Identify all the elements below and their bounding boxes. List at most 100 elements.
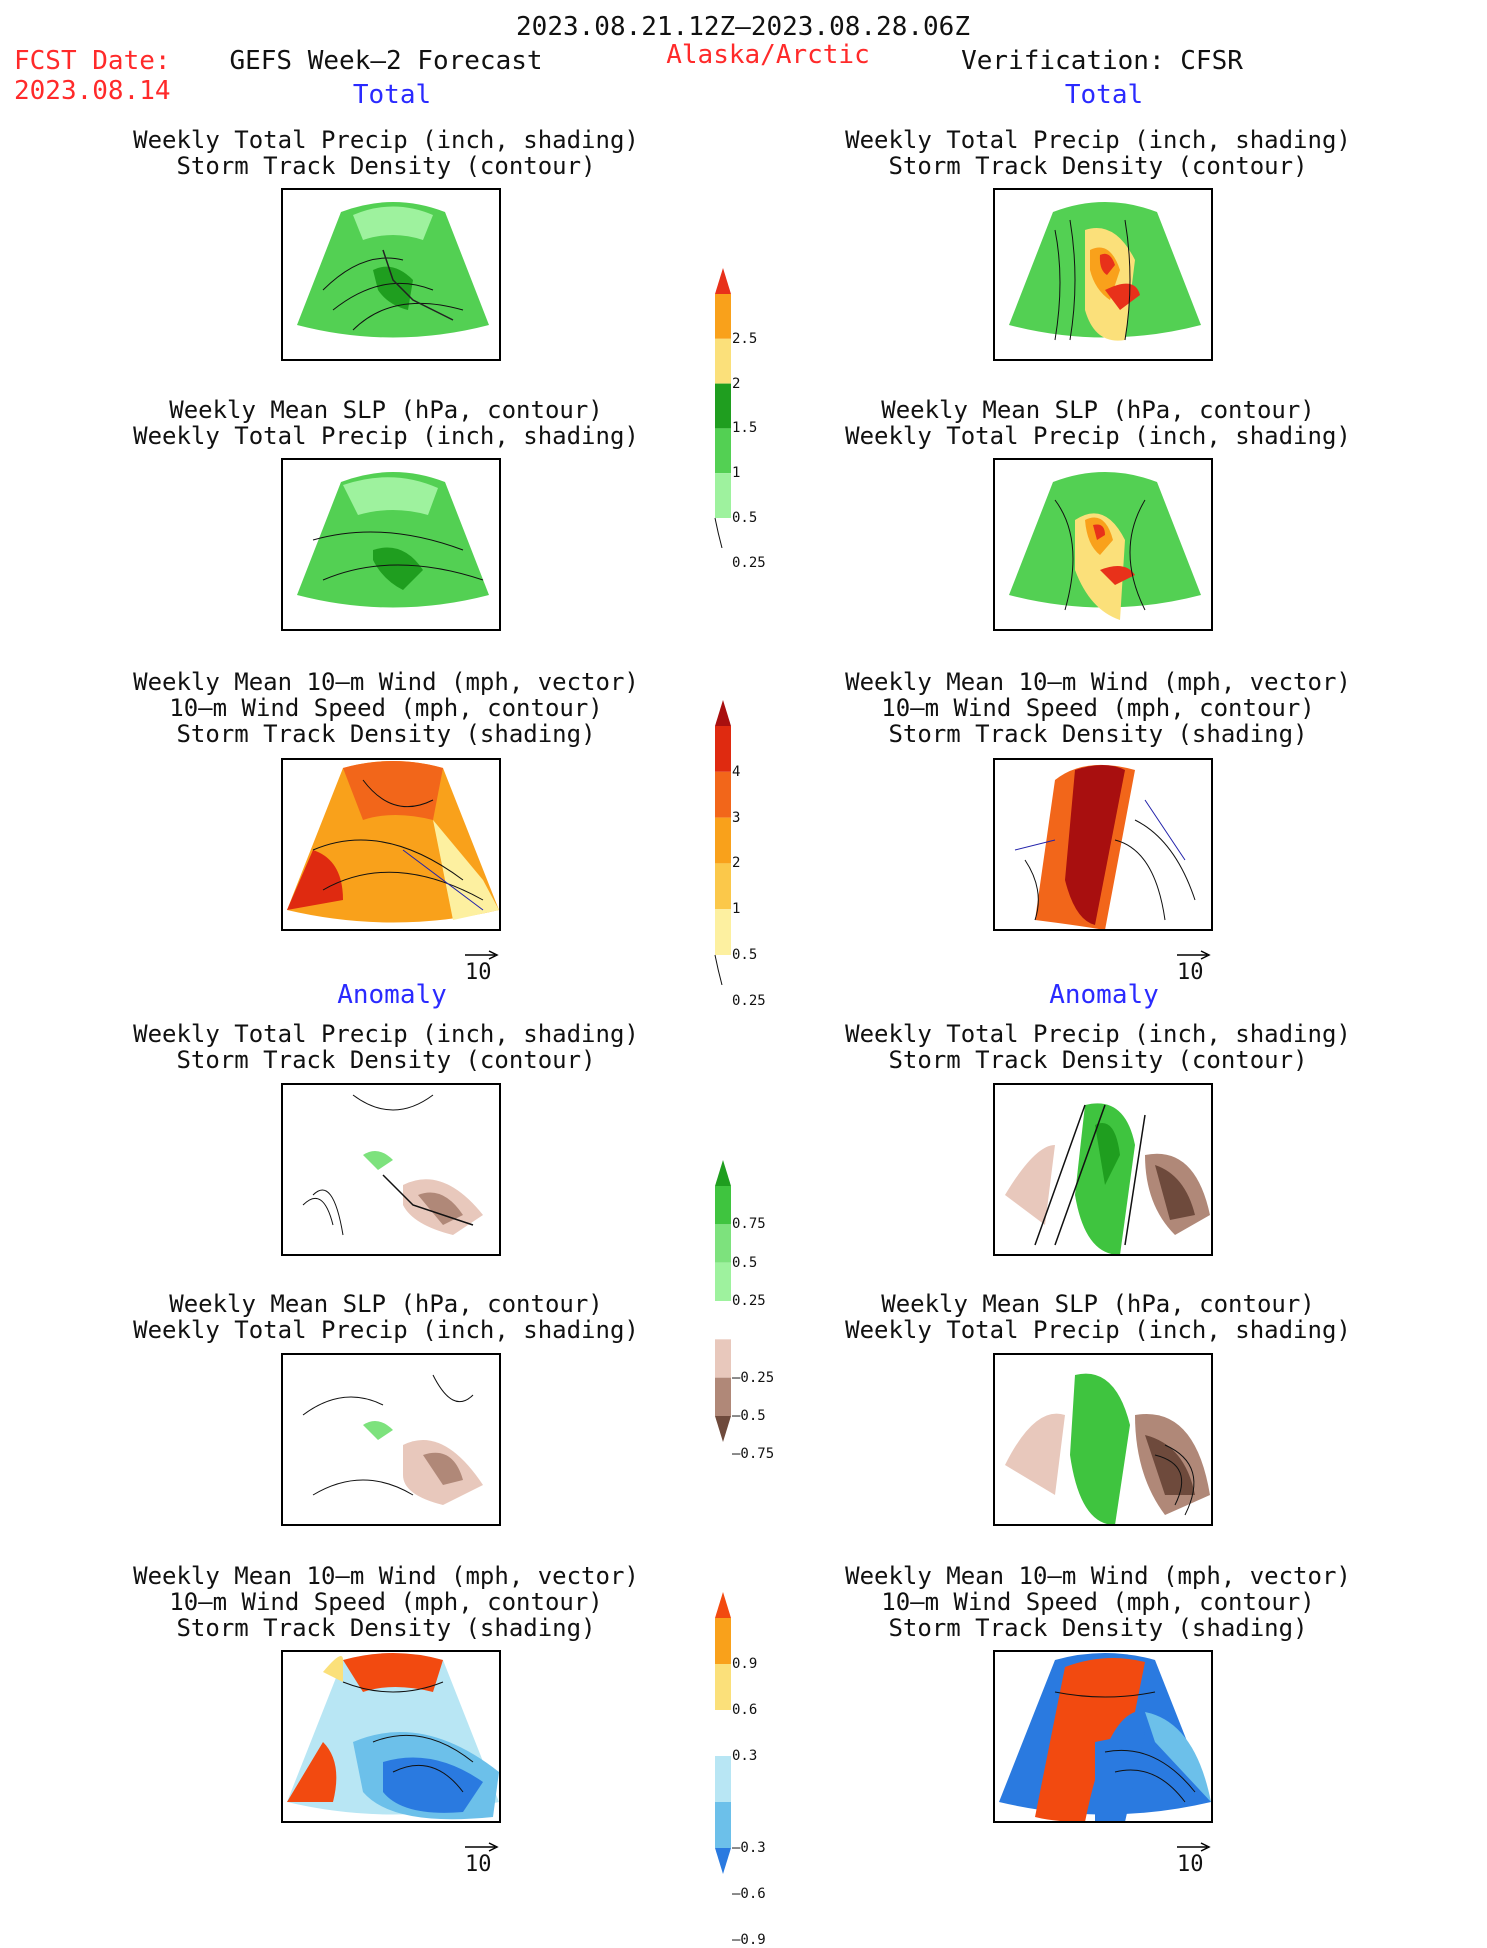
colorbar-tick-label: 0.75 <box>732 1216 766 1233</box>
colorbar-tick-label: 4 <box>732 763 741 780</box>
colorbar-tick-label: 0.25 <box>732 992 766 1009</box>
arrow-right-icon <box>1177 950 1211 960</box>
title-total-precip-line2-left: Storm Track Density (contour) <box>176 152 596 180</box>
colorbar-swatch <box>715 428 731 474</box>
colorbar-track-total: 4 3 2 1 0.5 0.25 <box>714 700 794 1009</box>
colorbar-scale <box>714 268 731 548</box>
title-anom-precip-line1-left: Weekly Total Precip (inch, shading) <box>133 1020 639 1048</box>
colorbar-scale <box>714 700 731 985</box>
title-total-wind-line1-right: Weekly Mean 10–m Wind (mph, vector) <box>845 668 1351 696</box>
map-total-slp-verification <box>993 458 1213 631</box>
colorbar-swatch <box>715 294 731 339</box>
colorbar-tick-label: 1 <box>732 465 741 482</box>
colorbar-tick-label: 0.9 <box>732 1656 758 1672</box>
title-total-precip-line2-right: Storm Track Density (contour) <box>888 152 1308 180</box>
title-anom-wind-line3-left: Storm Track Density (shading) <box>176 1614 596 1642</box>
map-total-wind-verification <box>993 758 1213 931</box>
map-anom-wind-forecast <box>281 1650 501 1823</box>
colorbar-swatch <box>715 1377 731 1416</box>
reference-vector-label: 10 <box>465 1852 492 1877</box>
title-total-slp-line1-right: Weekly Mean SLP (hPa, contour) <box>881 396 1315 424</box>
map-anom-wind-verification <box>993 1650 1213 1823</box>
colorbar-swatch <box>715 1848 731 1874</box>
map-total-slp-forecast <box>281 458 501 631</box>
colorbar-swatch <box>715 1301 731 1340</box>
title-anom-precip-line2-right: Storm Track Density (contour) <box>888 1046 1308 1074</box>
title-anom-slp-line2-left: Weekly Total Precip (inch, shading) <box>133 1316 639 1344</box>
colorbar-swatch <box>715 1416 731 1442</box>
title-total-wind-line3-left: Storm Track Density (shading) <box>176 720 596 748</box>
colorbar-scale <box>715 1592 731 1874</box>
arrow-right-icon <box>465 950 499 960</box>
colorbar-tick-label: 2.5 <box>732 330 758 347</box>
colorbar-swatch <box>715 1160 731 1186</box>
map-total-precip-verification <box>993 188 1213 361</box>
colorbar-tick-label: –0.3 <box>732 1840 766 1856</box>
title-anom-wind-line1-left: Weekly Mean 10–m Wind (mph, vector) <box>133 1562 639 1590</box>
map-total-precip-forecast <box>281 188 501 361</box>
map-anom-slp-forecast <box>281 1353 501 1526</box>
title-total-wind-line2-right: 10–m Wind Speed (mph, contour) <box>881 694 1315 722</box>
colorbar-tick-label: –0.5 <box>732 1408 766 1424</box>
colorbar-tick-label: 2 <box>732 375 741 392</box>
colorbar-swatch <box>715 863 731 910</box>
colorbar-tick-label: 0.5 <box>732 1254 758 1271</box>
colorbar-tick-label: 3 <box>732 809 741 826</box>
fcst-date-value: 2023.08.14 <box>14 76 171 106</box>
colorbar-swatch <box>715 771 731 818</box>
title-anom-precip-line2-left: Storm Track Density (contour) <box>176 1046 596 1074</box>
colorbar-tick-label: 0.25 <box>732 1293 766 1309</box>
map-anom-slp-verification <box>993 1353 1213 1526</box>
model-title: GEFS Week–2 Forecast <box>229 46 543 76</box>
title-total-precip-line1-left: Weekly Total Precip (inch, shading) <box>133 126 639 154</box>
arrow-right-icon <box>1177 1842 1211 1852</box>
colorbar-tick-label: 1 <box>732 901 741 918</box>
colorbar-track-anomaly: 0.9 0.6 0.3 –0.3 –0.6 –0.9 <box>714 1592 794 1948</box>
colorbar-tick-label: –0.75 <box>732 1446 775 1463</box>
title-total-wind-line1-left: Weekly Mean 10–m Wind (mph, vector) <box>133 668 639 696</box>
colorbar-tick-label: –0.25 <box>732 1369 775 1386</box>
colorbar-swatch <box>715 1224 731 1263</box>
colorbar-swatch <box>715 338 731 384</box>
colorbar-tick-label: –0.6 <box>732 1886 766 1902</box>
colorbar-tick-label: 1.5 <box>732 420 758 437</box>
title-total-wind-line3-right: Storm Track Density (shading) <box>888 720 1308 748</box>
title-anom-slp-line1-right: Weekly Mean SLP (hPa, contour) <box>881 1290 1315 1318</box>
colorbar-swatch <box>715 1592 731 1618</box>
section-anomaly-left: Anomaly <box>337 980 447 1010</box>
fcst-date-label: FCST Date: <box>14 46 171 76</box>
title-total-slp-line2-right: Weekly Total Precip (inch, shading) <box>845 422 1351 450</box>
colorbar-swatch <box>715 1756 731 1802</box>
title-anom-wind-line1-right: Weekly Mean 10–m Wind (mph, vector) <box>845 1562 1351 1590</box>
colorbar-tail <box>714 517 723 548</box>
colorbar-scale <box>715 1160 731 1442</box>
colorbar-tick-label: 0.5 <box>732 510 758 526</box>
colorbar-swatch <box>715 1186 731 1225</box>
map-anom-precip-verification <box>993 1083 1213 1256</box>
colorbar-swatch <box>715 1339 731 1378</box>
region-title: Alaska/Arctic <box>666 40 870 70</box>
title-anom-wind-line3-right: Storm Track Density (shading) <box>888 1614 1308 1642</box>
colorbar-swatch <box>715 1618 731 1664</box>
title-anom-precip-line1-right: Weekly Total Precip (inch, shading) <box>845 1020 1351 1048</box>
colorbar-swatch <box>715 268 731 294</box>
colorbar-precip-total: 2.5 2 1.5 1 0.5 0.25 <box>714 268 794 571</box>
section-anomaly-right: Anomaly <box>1049 980 1159 1010</box>
arrow-right-icon <box>465 1842 499 1852</box>
title-anom-slp-line2-right: Weekly Total Precip (inch, shading) <box>845 1316 1351 1344</box>
title-anom-wind-line2-left: 10–m Wind Speed (mph, contour) <box>169 1588 603 1616</box>
title-anom-slp-line1-left: Weekly Mean SLP (hPa, contour) <box>169 1290 603 1318</box>
colorbar-tick-label: 0.3 <box>732 1748 758 1764</box>
colorbar-tick-label: 0.25 <box>732 554 766 571</box>
colorbar-swatch <box>715 700 731 726</box>
colorbar-tick-label: 0.6 <box>732 1702 758 1718</box>
title-total-wind-line2-left: 10–m Wind Speed (mph, contour) <box>169 694 603 722</box>
title-total-slp-line1-left: Weekly Mean SLP (hPa, contour) <box>169 396 603 424</box>
colorbar-tick-label: –0.9 <box>732 1932 766 1948</box>
colorbar-swatch <box>715 726 731 772</box>
title-total-precip-line1-right: Weekly Total Precip (inch, shading) <box>845 126 1351 154</box>
reference-vector-label: 10 <box>465 960 492 985</box>
colorbar-precip-anomaly: 0.75 0.5 0.25 –0.25 –0.5 –0.75 <box>714 1160 794 1462</box>
colorbar-swatch <box>715 1710 731 1756</box>
section-total-right: Total <box>1064 80 1144 110</box>
